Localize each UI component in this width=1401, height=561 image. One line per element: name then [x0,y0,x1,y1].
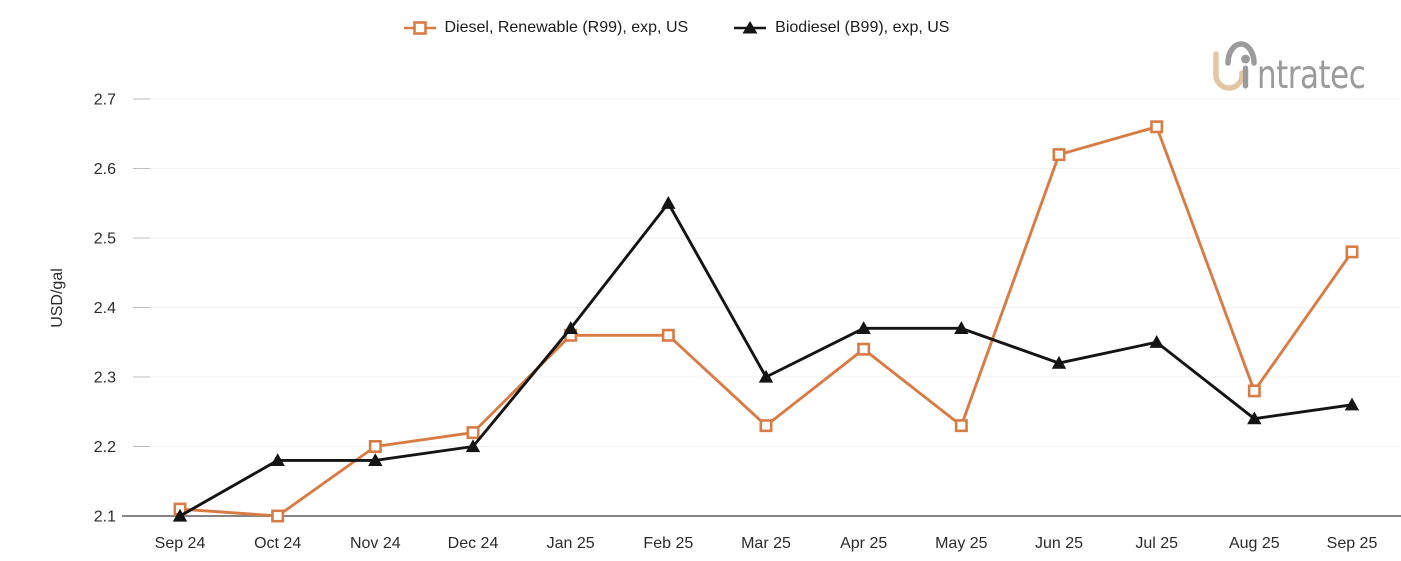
x-tick-label: Sep 24 [155,535,206,552]
data-point-triangle [465,439,481,453]
x-tick-label: Mar 25 [741,535,791,552]
x-tick-label: Dec 24 [448,535,499,552]
filled-triangle-marker-icon [734,21,767,34]
x-tick-label: Oct 24 [254,535,301,552]
data-point-square [466,426,480,440]
data-point-triangle [563,321,578,334]
data-point-triangle [172,508,188,522]
data-point-triangle [270,453,285,466]
y-tick-label: 2.4 [94,300,116,317]
logo-top-arc [1225,41,1257,66]
logo-i-stem [1242,65,1249,89]
intratec-logo: ntratec [1207,34,1393,101]
x-tick-label: Jul 25 [1135,535,1178,552]
data-point-triangle [758,369,774,383]
x-tick-label: Jun 25 [1035,535,1083,552]
x-tick-label: Feb 25 [643,535,693,552]
data-point-triangle [954,321,969,334]
legend-item-diesel-renewable[interactable]: Diesel, Renewable (R99), exp, US [403,19,689,37]
y-tick-label: 2.7 [94,92,116,109]
data-point-square [1345,245,1359,259]
data-point-square [661,328,675,342]
series-biodiesel [172,196,1360,522]
logo-i-dot [1241,54,1250,64]
y-tick-label: 2.1 [94,509,116,526]
data-point-square [271,509,285,523]
x-tick-label: Sep 25 [1327,535,1378,552]
data-point-triangle [1149,335,1164,348]
data-point-square [1150,120,1164,134]
legend-item-biodiesel[interactable]: Biodiesel (B99), exp, US [734,19,949,37]
legend: Diesel, Renewable (R99), exp, US Biodies… [0,19,1377,37]
logo-text: ntratec [1257,53,1365,96]
data-point-triangle [856,321,871,334]
open-square-marker-icon [403,21,436,35]
x-tick-label: Aug 25 [1229,535,1280,552]
y-tick-label: 2.5 [94,231,116,248]
x-tick-label: May 25 [935,535,988,552]
legend-label-diesel-renewable: Diesel, Renewable (R99), exp, US [444,19,689,36]
data-point-triangle [368,453,383,466]
data-point-square [1247,384,1261,398]
data-point-square [368,439,382,453]
y-tick-label: 2.6 [94,161,116,178]
data-point-triangle [1344,397,1360,411]
x-tick-label: Nov 24 [350,535,401,552]
x-tick-label: Jan 25 [547,535,595,552]
data-point-triangle [1051,355,1067,369]
data-point-triangle [661,196,676,209]
data-point-square [954,419,968,433]
y-axis: 2.1 2.2 2.3 2.4 2.5 2.6 2.7 [94,92,1400,526]
y-axis-title: USD/gal [49,268,66,328]
data-point-square [1052,148,1066,162]
data-point-triangle [1247,411,1262,425]
data-point-square [759,419,773,433]
y-tick-label: 2.3 [94,370,116,387]
logo-bottom-arc [1213,51,1245,91]
y-tick-label: 2.2 [94,439,116,456]
x-tick-label: Apr 25 [840,535,887,552]
series-diesel-renewable [173,120,1359,523]
legend-label-biodiesel: Biodiesel (B99), exp, US [775,19,950,36]
x-axis-labels: Sep 24 Oct 24 Nov 24 Dec 24 Jan 25 Feb 25 Mar … [155,535,1378,552]
data-point-square [857,342,871,356]
